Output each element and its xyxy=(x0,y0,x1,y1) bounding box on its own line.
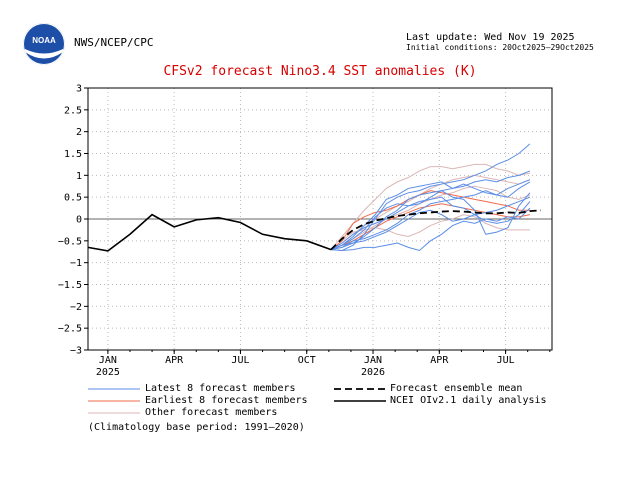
y-tick-label: 2 xyxy=(76,127,82,138)
legend-latest-label: Latest 8 forecast members xyxy=(145,383,296,394)
x-tick-label: JAN xyxy=(99,355,117,366)
y-tick-label: 2.5 xyxy=(64,105,82,116)
y-tick-label: 0 xyxy=(76,215,82,226)
y-tick-label: −1.5 xyxy=(58,280,82,291)
plot-frame xyxy=(87,87,553,351)
last-update-label: Last update: Wed Nov 19 2025 xyxy=(406,32,575,43)
observed-analysis-line xyxy=(87,213,332,252)
x-tick-label: APR xyxy=(430,355,449,366)
y-tick-label: −2.5 xyxy=(58,324,82,335)
legend-earliest-label: Earliest 8 forecast members xyxy=(145,395,308,406)
climatology-note: (Climatology base period: 1991–2020) xyxy=(88,422,305,433)
forecast-member-other xyxy=(330,163,531,250)
ensemble-mean-line xyxy=(330,209,542,251)
chart-title: CFSv2 forecast Nino3.4 SST anomalies (K) xyxy=(163,64,477,79)
initial-conditions-label: Initial conditions: 20Oct2025–29Oct2025 xyxy=(406,43,594,52)
y-tick-label: 0.5 xyxy=(64,193,82,204)
x-tick-label: APR xyxy=(165,355,184,366)
x-year-label: 2025 xyxy=(96,367,120,378)
x-tick-label: JUL xyxy=(231,355,249,366)
forecast-member-latest xyxy=(331,207,531,251)
forecast-member-latest xyxy=(330,181,531,251)
svg-text:NOAA: NOAA xyxy=(32,36,56,45)
x-tick-label: JUL xyxy=(497,355,515,366)
forecast-member-latest xyxy=(330,196,531,251)
forecast-member-latest xyxy=(330,190,531,251)
forecast-member-latest xyxy=(330,196,531,250)
legend-other-label: Other forecast members xyxy=(145,407,278,418)
legend-observed-label: NCEI OIv2.1 daily analysis xyxy=(390,395,547,406)
y-tick-label: −3 xyxy=(70,346,82,357)
x-tick-label: OCT xyxy=(298,355,316,366)
y-tick-label: 1 xyxy=(76,171,82,182)
y-tick-label: −2 xyxy=(70,302,82,313)
y-tick-label: −0.5 xyxy=(58,236,82,247)
forecast-member-latest xyxy=(330,170,531,251)
agency-label: NWS/NCEP/CPC xyxy=(74,36,154,49)
y-tick-label: 1.5 xyxy=(64,149,82,160)
y-tick-label: −1 xyxy=(70,258,82,269)
noaa-logo-icon: NOAA xyxy=(23,23,65,65)
forecast-member-latest xyxy=(331,143,531,251)
x-year-label: 2026 xyxy=(361,367,385,378)
y-tick-label: 3 xyxy=(76,84,82,95)
legend-mean-label: Forecast ensemble mean xyxy=(390,383,523,394)
x-tick-label: JAN xyxy=(364,355,382,366)
forecast-member-earliest xyxy=(330,190,530,250)
